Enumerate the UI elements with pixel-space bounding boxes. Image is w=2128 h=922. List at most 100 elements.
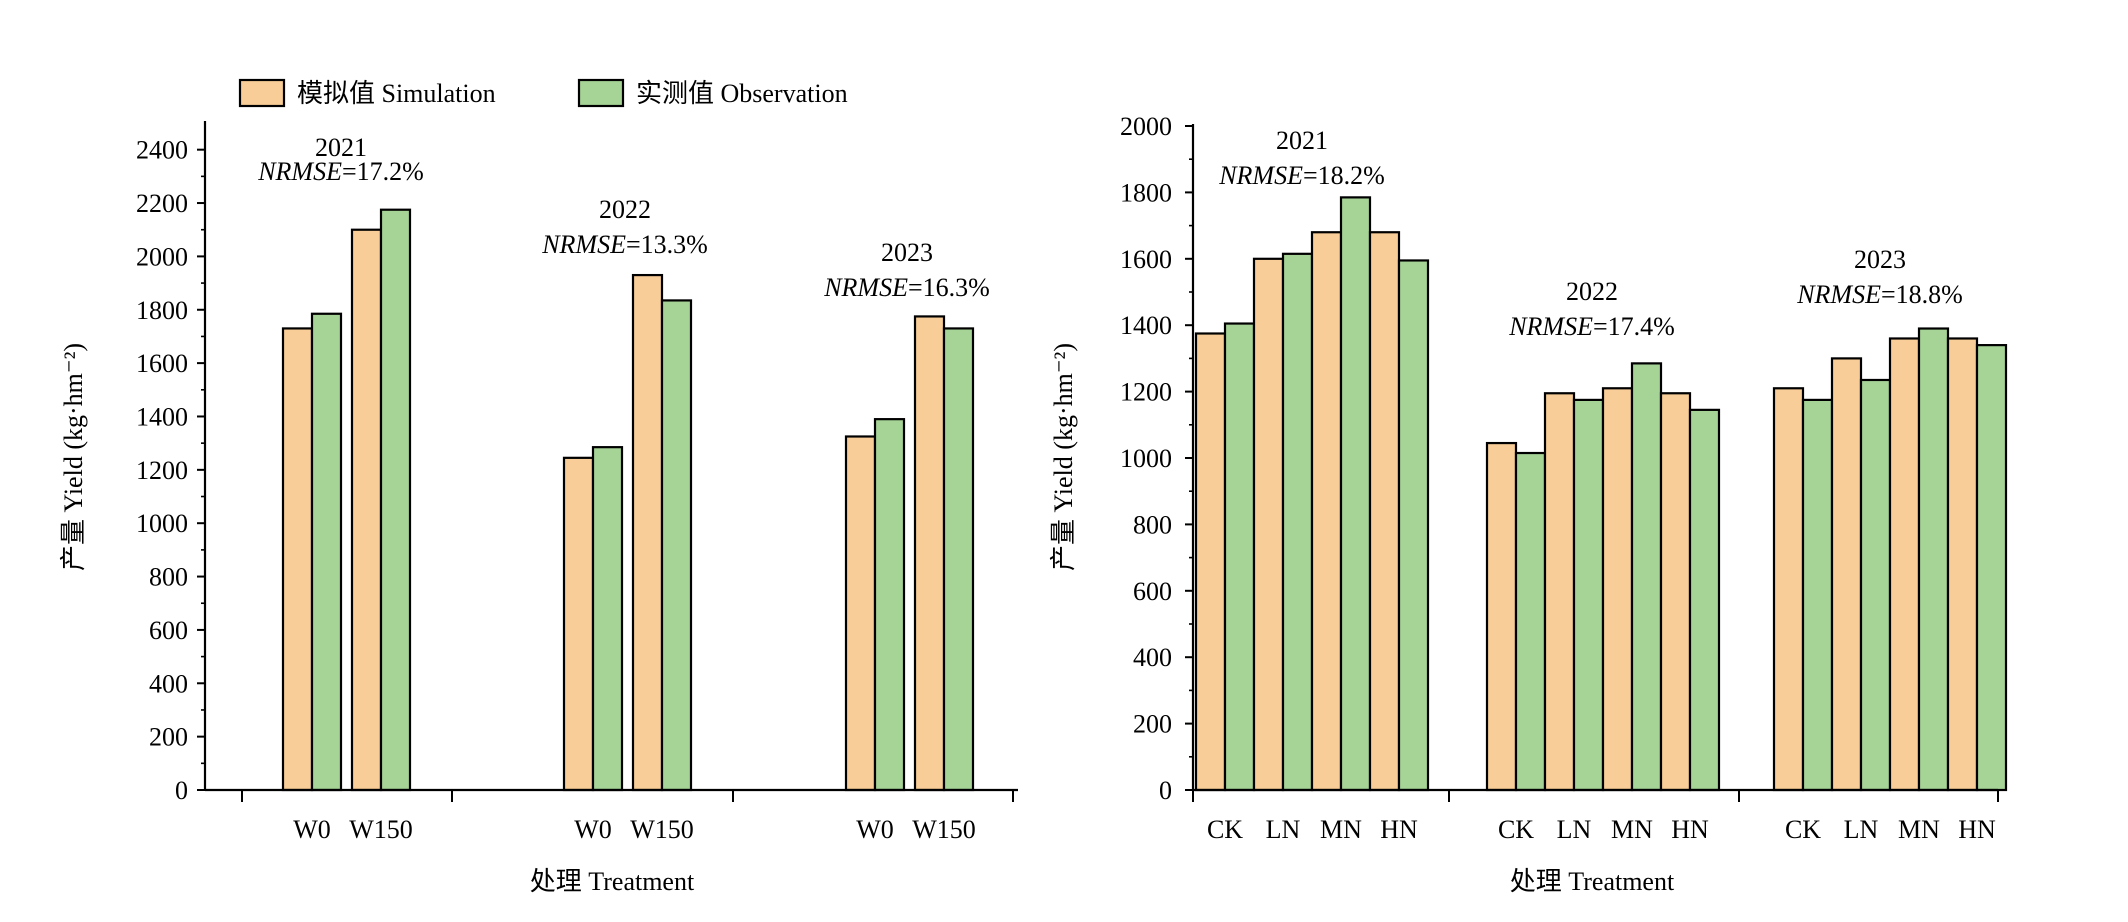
nrmse-label-2023: NRMSE=18.8%: [1796, 280, 1963, 309]
x-tick-label-MN: MN: [1320, 815, 1362, 844]
bar-observation-2021-MN: [1339, 196, 1372, 792]
y-tick-label: 2400: [136, 136, 188, 165]
y-tick-label: 200: [1133, 710, 1172, 739]
nrmse-label-2021: NRMSE=17.2%: [257, 157, 424, 186]
bar-observation-2022-LN: [1572, 398, 1605, 792]
y-axis-title: 产量 Yield (kg·hm⁻²): [1049, 343, 1078, 571]
nrmse-value: =13.3%: [626, 230, 708, 259]
bar-observation-2023-LN: [1859, 378, 1892, 792]
y-tick-label: 1000: [1120, 444, 1172, 473]
y-tick-label: 2200: [136, 189, 188, 218]
legend-label-observation: 实测值 Observation: [636, 79, 848, 108]
nrmse-value: =18.8%: [1881, 280, 1963, 309]
y-tick-label: 1200: [1120, 378, 1172, 407]
nrmse-symbol: NRMSE: [541, 230, 626, 259]
x-tick-label-CK: CK: [1207, 815, 1243, 844]
x-tick-label-HN: HN: [1671, 815, 1709, 844]
legend-swatch-simulation: [238, 78, 286, 108]
year-label-2022: 2022: [1566, 277, 1618, 306]
y-tick-label: 800: [149, 563, 188, 592]
y-tick-label: 600: [1133, 577, 1172, 606]
x-tick-label-LN: LN: [1266, 815, 1301, 844]
x-tick-label-MN: MN: [1611, 815, 1653, 844]
bar-simulation-2023-W0: [844, 435, 877, 792]
y-tick-label: 400: [149, 669, 188, 698]
bar-simulation-2023-LN: [1830, 357, 1863, 792]
bar-observation-2022-CK: [1514, 451, 1547, 792]
bar-simulation-2022-W0: [562, 456, 595, 792]
y-tick-label: 1600: [1120, 245, 1172, 274]
x-tick-label-HN: HN: [1958, 815, 1996, 844]
bar-simulation-2022-LN: [1543, 392, 1576, 792]
x-tick-label-W0: W0: [574, 815, 612, 844]
nrmse-label-2021: NRMSE=18.2%: [1218, 161, 1385, 190]
y-tick-label: 0: [175, 776, 188, 805]
x-tick-label-CK: CK: [1785, 815, 1821, 844]
y-tick-label: 1800: [1120, 178, 1172, 207]
bar-simulation-2022-CK: [1485, 441, 1518, 792]
bar-observation-2021-LN: [1281, 252, 1314, 792]
year-label-2021: 2021: [315, 133, 367, 162]
nrmse-symbol: NRMSE: [1508, 312, 1593, 341]
bar-simulation-2022-MN: [1601, 387, 1634, 792]
y-tick-label: 2000: [136, 242, 188, 271]
nrmse-symbol: NRMSE: [1796, 280, 1881, 309]
y-tick-label: 1600: [136, 349, 188, 378]
bar-observation-2023-HN: [1975, 344, 2008, 792]
bar-simulation-2021-CK: [1194, 332, 1227, 792]
y-tick-label: 2000: [1120, 112, 1172, 141]
legend: 模拟值 Simulation 实测值 Observation: [238, 78, 848, 108]
x-axis-title: 处理 Treatment: [1510, 867, 1675, 896]
bar-simulation-2022-HN: [1659, 392, 1692, 792]
bar-simulation-2023-W150: [913, 315, 946, 792]
bar-observation-2021-CK: [1223, 322, 1256, 792]
x-tick-label-W0: W0: [856, 815, 894, 844]
bar-observation-2022-HN: [1688, 408, 1721, 792]
legend-swatch-observation: [577, 78, 625, 108]
y-tick-label: 0: [1159, 776, 1172, 805]
bar-simulation-2021-HN: [1368, 231, 1401, 792]
x-axis-title: 处理 Treatment: [530, 867, 695, 896]
x-tick-label-W150: W150: [630, 815, 694, 844]
y-tick-label: 1400: [136, 402, 188, 431]
year-label-2021: 2021: [1276, 126, 1328, 155]
bar-simulation-2022-W150: [631, 273, 664, 792]
y-tick-label: 1200: [136, 456, 188, 485]
y-tick-label: 1800: [136, 296, 188, 325]
x-tick-label-W150: W150: [349, 815, 413, 844]
bar-observation-2022-MN: [1630, 362, 1663, 792]
x-tick-label-W0: W0: [293, 815, 331, 844]
bar-simulation-2023-MN: [1888, 337, 1921, 792]
y-tick-label: 1400: [1120, 311, 1172, 340]
legend-label-simulation: 模拟值 Simulation: [297, 79, 496, 108]
bar-observation-2023-MN: [1917, 327, 1950, 792]
y-tick-label: 800: [1133, 510, 1172, 539]
nrmse-value: =17.4%: [1593, 312, 1675, 341]
bar-observation-2022-W150: [660, 299, 693, 792]
y-tick-label: 400: [1133, 643, 1172, 672]
nrmse-symbol: NRMSE: [257, 157, 342, 186]
y-tick-label: 600: [149, 616, 188, 645]
nrmse-label-2023: NRMSE=16.3%: [823, 273, 990, 302]
nrmse-symbol: NRMSE: [1218, 161, 1303, 190]
year-label-2022: 2022: [599, 195, 651, 224]
bar-simulation-2023-HN: [1946, 337, 1979, 792]
nrmse-value: =17.2%: [342, 157, 424, 186]
bar-observation-2023-CK: [1801, 398, 1834, 792]
x-tick-label-LN: LN: [1844, 815, 1879, 844]
bar-observation-2021-W150: [379, 208, 412, 792]
nrmse-value: =18.2%: [1303, 161, 1385, 190]
bar-observation-2023-W150: [942, 327, 975, 792]
nrmse-symbol: NRMSE: [823, 273, 908, 302]
bar-observation-2021-HN: [1397, 259, 1430, 792]
bar-simulation-2021-W150: [350, 228, 383, 792]
nrmse-label-2022: NRMSE=17.4%: [1508, 312, 1675, 341]
bar-observation-2022-W0: [591, 446, 624, 792]
y-axis-title: 产量 Yield (kg·hm⁻²): [59, 343, 88, 571]
x-tick-label-HN: HN: [1380, 815, 1418, 844]
bar-simulation-2021-LN: [1252, 257, 1285, 792]
bar-simulation-2021-W0: [281, 327, 314, 792]
